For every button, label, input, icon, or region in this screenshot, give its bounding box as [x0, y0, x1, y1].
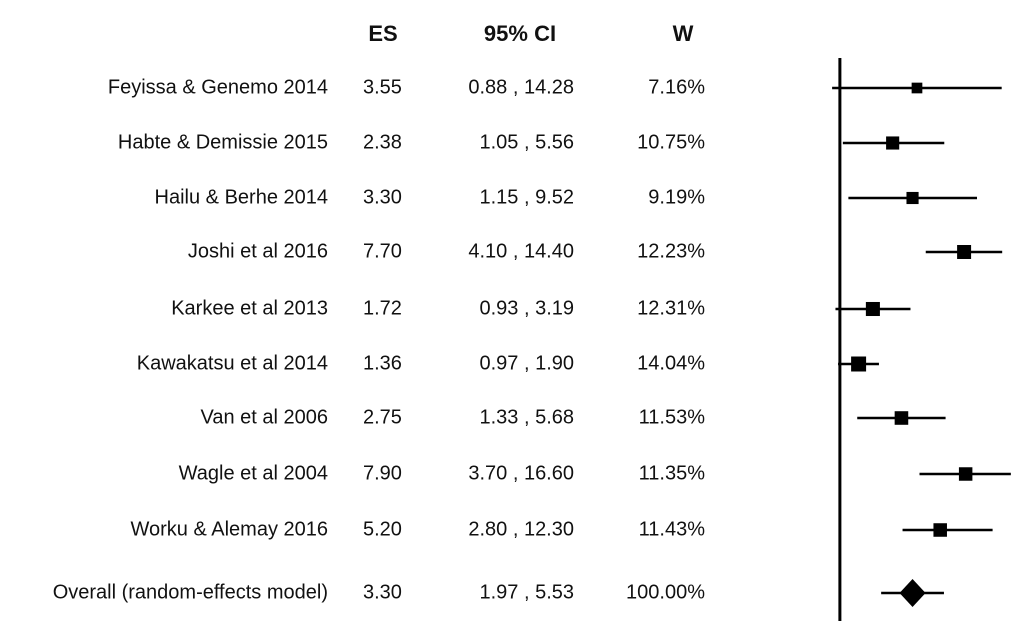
- study-name: Habte & Demissie 2015: [118, 131, 328, 153]
- effect-box: [958, 467, 973, 481]
- confidence-interval: 0.97 , 1.90: [479, 352, 574, 374]
- confidence-interval: 3.70 , 16.60: [468, 462, 574, 484]
- effect-box: [933, 523, 947, 537]
- confidence-interval: 1.33 , 5.68: [479, 406, 574, 428]
- confidence-interval: 0.93 , 3.19: [479, 297, 574, 319]
- effect-size: 7.90: [363, 462, 402, 484]
- weight: 100.00%: [626, 581, 705, 603]
- effect-box: [957, 245, 972, 259]
- column-header: W: [673, 21, 694, 46]
- study-name: Feyissa & Genemo 2014: [108, 76, 328, 98]
- study-name: Overall (random-effects model): [53, 581, 328, 603]
- confidence-interval: 2.80 , 12.30: [468, 518, 574, 540]
- weight: 7.16%: [648, 76, 705, 98]
- effect-size: 2.38: [363, 131, 402, 153]
- effect-size: 3.30: [363, 186, 402, 208]
- effect-box: [886, 136, 900, 150]
- weight: 11.53%: [639, 406, 706, 428]
- column-header: ES: [368, 21, 397, 46]
- effect-size: 1.72: [363, 297, 402, 319]
- overall-diamond: [899, 579, 926, 607]
- effect-size: 5.20: [363, 518, 402, 540]
- effect-box: [906, 191, 919, 205]
- weight: 14.04%: [637, 352, 705, 374]
- effect-size: 3.55: [363, 76, 402, 98]
- study-name: Wagle et al 2004: [179, 462, 328, 484]
- weight: 10.75%: [637, 131, 705, 153]
- study-name: Worku & Alemay 2016: [130, 518, 328, 540]
- confidence-interval: 1.15 , 9.52: [479, 186, 574, 208]
- weight: 9.19%: [648, 186, 705, 208]
- confidence-interval: 1.05 , 5.56: [479, 131, 574, 153]
- confidence-interval: 1.97 , 5.53: [479, 581, 574, 603]
- confidence-interval: 4.10 , 14.40: [468, 240, 574, 262]
- confidence-interval: 0.88 , 14.28: [468, 76, 574, 98]
- weight: 12.23%: [637, 240, 705, 262]
- effect-size: 2.75: [363, 406, 402, 428]
- effect-box: [851, 356, 867, 372]
- weight: 11.35%: [639, 462, 706, 484]
- column-header: 95% CI: [484, 21, 556, 46]
- study-name: Karkee et al 2013: [171, 297, 328, 319]
- weight: 11.43%: [639, 518, 706, 540]
- effect-size: 1.36: [363, 352, 402, 374]
- study-name: Kawakatsu et al 2014: [137, 352, 328, 374]
- weight: 12.31%: [637, 297, 705, 319]
- study-name: Hailu & Berhe 2014: [155, 186, 328, 208]
- study-name: Van et al 2006: [200, 406, 328, 428]
- effect-box: [865, 301, 880, 317]
- effect-box: [911, 82, 923, 94]
- effect-size: 7.70: [363, 240, 402, 262]
- effect-size: 3.30: [363, 581, 402, 603]
- study-name: Joshi et al 2016: [188, 240, 328, 262]
- effect-box: [894, 411, 909, 425]
